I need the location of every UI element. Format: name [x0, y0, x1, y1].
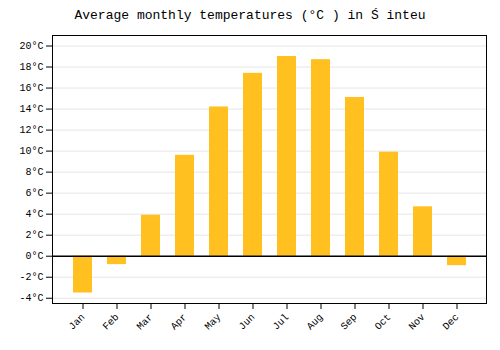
svg-text:0°C: 0°C — [25, 251, 43, 262]
svg-text:Sep: Sep — [339, 312, 360, 333]
svg-text:16°C: 16°C — [19, 83, 43, 94]
svg-text:-4°C: -4°C — [19, 293, 43, 304]
svg-text:Jun: Jun — [237, 312, 258, 333]
svg-text:Nov: Nov — [407, 312, 428, 333]
svg-text:Feb: Feb — [101, 312, 122, 333]
svg-text:6°C: 6°C — [25, 188, 43, 199]
svg-text:14°C: 14°C — [19, 104, 43, 115]
svg-text:Jul: Jul — [271, 312, 292, 333]
svg-text:Oct: Oct — [373, 312, 394, 333]
svg-text:Mar: Mar — [135, 312, 156, 333]
svg-text:Aug: Aug — [305, 312, 326, 333]
svg-text:8°C: 8°C — [25, 167, 43, 178]
html-text:Average monthly temperatures (: Average monthly temperatures (°C ) in Ś … — [74, 8, 426, 23]
svg-text:12°C: 12°C — [19, 125, 43, 136]
svg-text:2°C: 2°C — [25, 230, 43, 241]
svg-text:18°C: 18°C — [19, 62, 43, 73]
svg-text:May: May — [203, 312, 224, 333]
svg-text:-2°C: -2°C — [19, 272, 43, 283]
svg-text:20°C: 20°C — [19, 41, 43, 52]
svg-text:10°C: 10°C — [19, 146, 43, 157]
svg-text:Jan: Jan — [67, 312, 88, 333]
svg-text:4°C: 4°C — [25, 209, 43, 220]
svg-text:Apr: Apr — [169, 312, 190, 333]
svg-text:Dec: Dec — [441, 312, 462, 333]
